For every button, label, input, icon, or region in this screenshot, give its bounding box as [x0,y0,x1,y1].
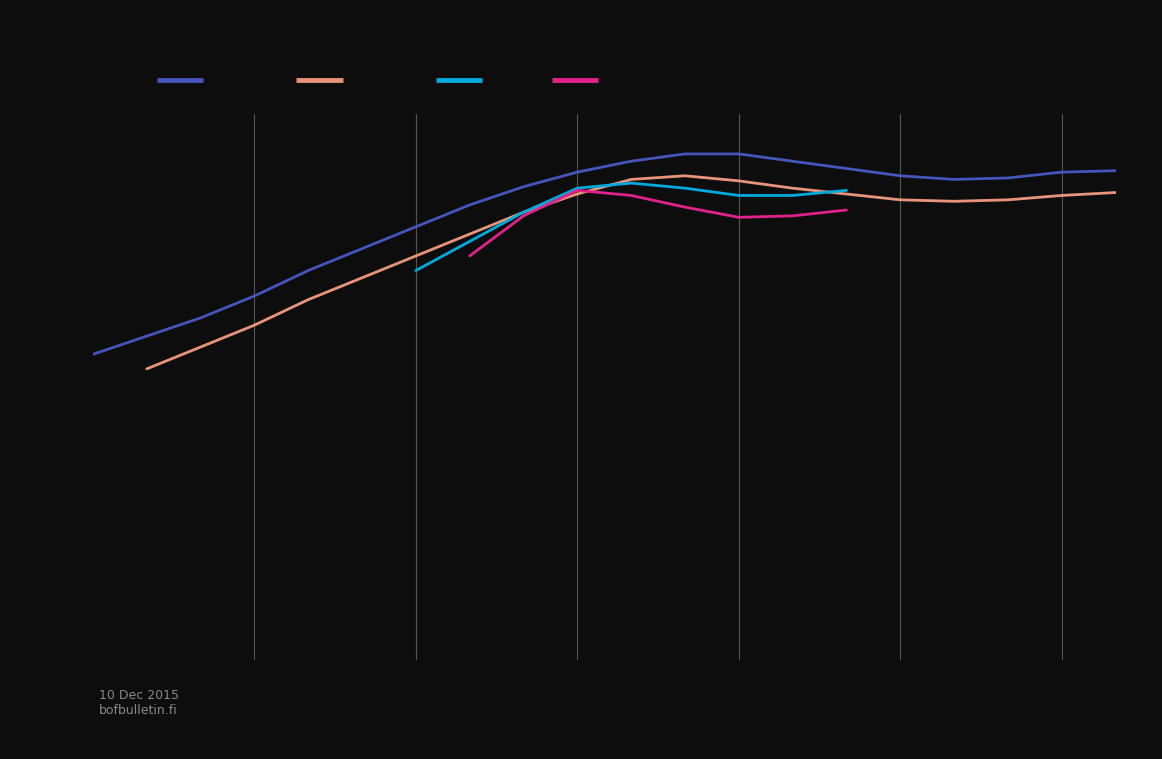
Text: 10 Dec 2015: 10 Dec 2015 [99,689,179,702]
Text: bofbulletin.fi: bofbulletin.fi [99,704,178,717]
